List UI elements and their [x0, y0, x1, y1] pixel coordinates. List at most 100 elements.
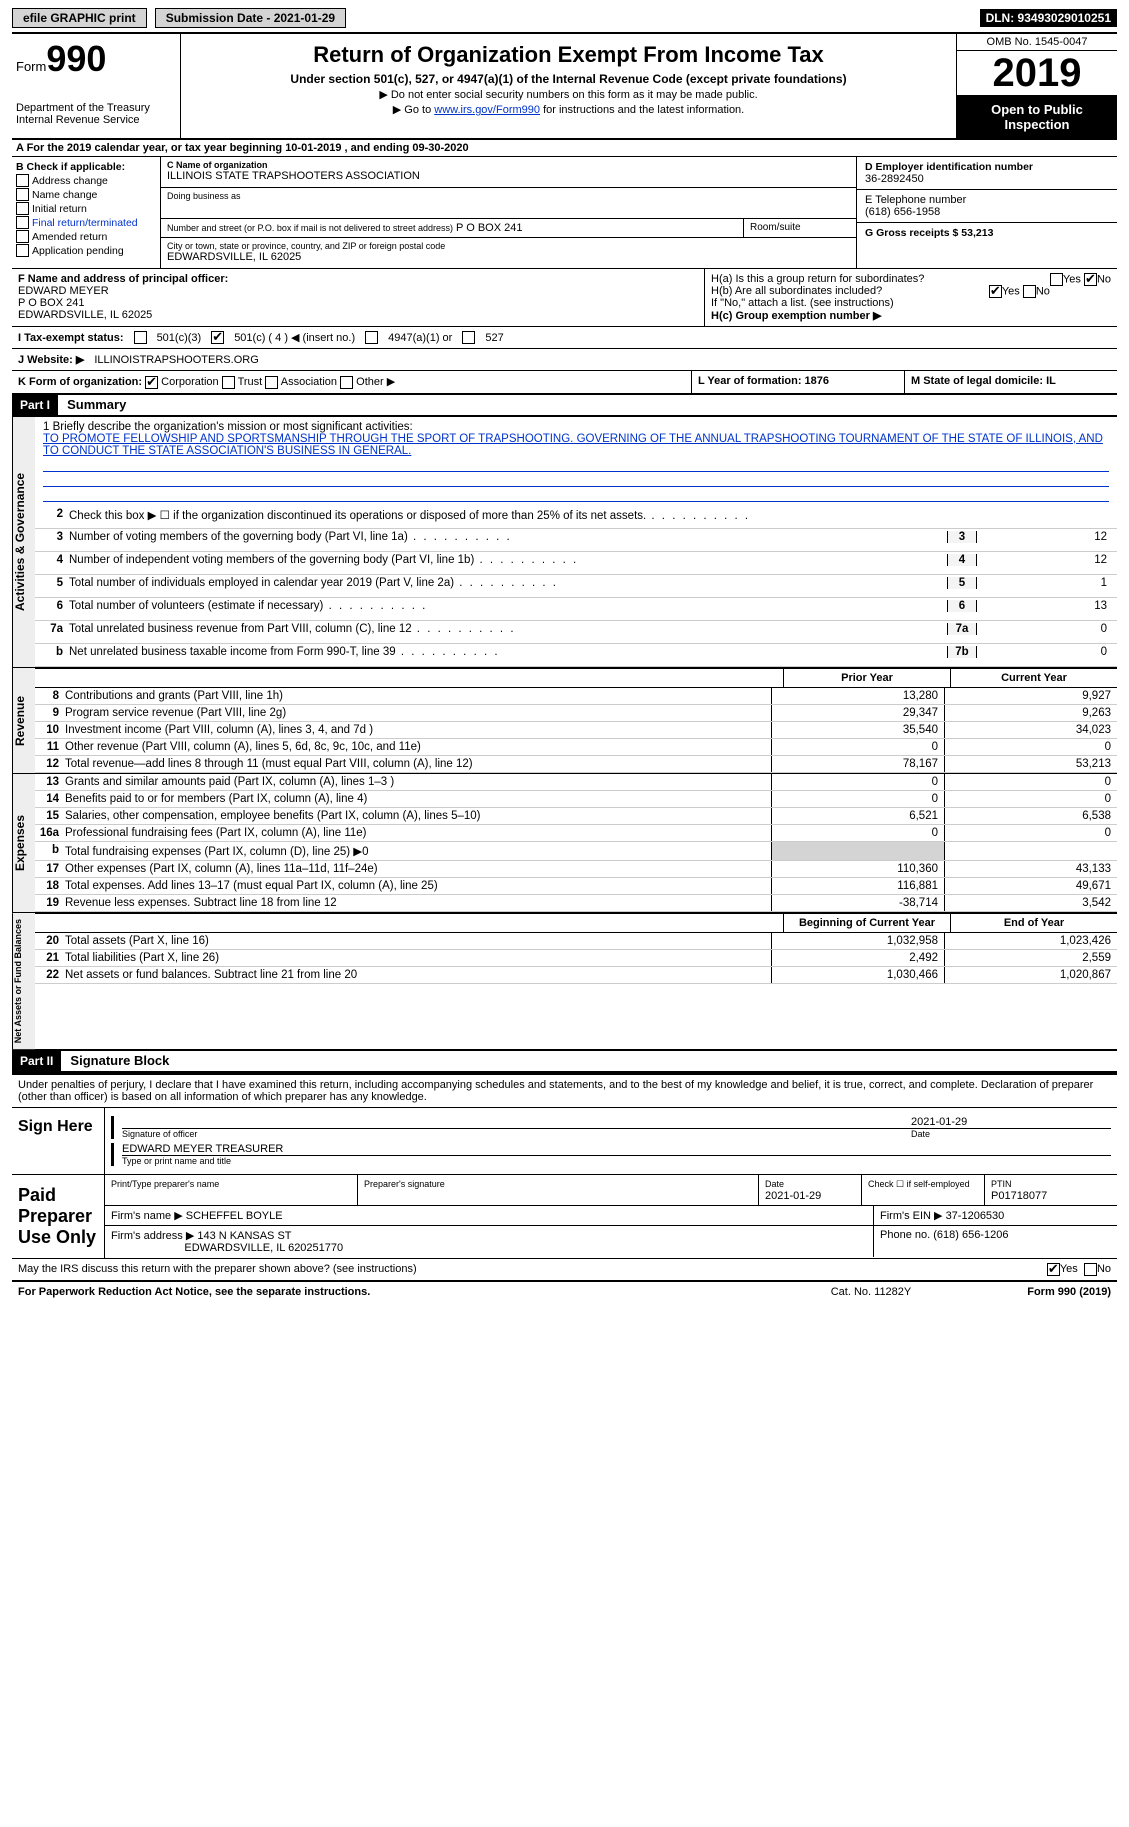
phone-label: E Telephone number: [865, 194, 966, 206]
chk-4947[interactable]: [365, 331, 378, 344]
note2-pre: ▶ Go to: [393, 104, 434, 116]
data-line: 11Other revenue (Part VIII, column (A), …: [35, 739, 1117, 756]
firm-name-label: Firm's name ▶: [111, 1210, 183, 1222]
submission-date-button[interactable]: Submission Date - 2021-01-29: [155, 8, 346, 28]
hb-note: If "No," attach a list. (see instruction…: [711, 297, 1111, 309]
revenue-header: Prior Year Current Year: [35, 668, 1117, 688]
dln-label: DLN: 93493029010251: [980, 9, 1117, 27]
gross-receipts: G Gross receipts $ 53,213: [865, 227, 993, 239]
data-line: bTotal fundraising expenses (Part IX, co…: [35, 842, 1117, 861]
data-line: 18Total expenses. Add lines 13–17 (must …: [35, 878, 1117, 895]
sig-date-label: Date: [911, 1129, 1111, 1139]
chk-k-other[interactable]: [340, 376, 353, 389]
mission-text: TO PROMOTE FELLOWSHIP AND SPORTSMANSHIP …: [43, 433, 1109, 457]
tax-exempt-status-row: I Tax-exempt status: 501(c)(3) 501(c) ( …: [12, 327, 1117, 349]
omb-number: OMB No. 1545-0047: [957, 34, 1117, 51]
beginning-year-header: Beginning of Current Year: [783, 914, 950, 932]
firm-addr: 143 N KANSAS ST: [197, 1230, 291, 1242]
page: efile GRAPHIC print Submission Date - 20…: [0, 0, 1129, 1310]
chk-address-change[interactable]: Address change: [16, 174, 156, 187]
firm-ein-label: Firm's EIN ▶: [880, 1210, 943, 1222]
signature-declaration: Under penalties of perjury, I declare th…: [12, 1075, 1117, 1107]
paid-preparer-label: Paid Preparer Use Only: [12, 1175, 105, 1258]
f-officer-block: F Name and address of principal officer:…: [12, 269, 705, 326]
h-block: H(a) Is this a group return for subordin…: [705, 269, 1117, 326]
cat-no: Cat. No. 11282Y: [791, 1286, 951, 1298]
vtab-expenses: Expenses: [12, 774, 35, 912]
gov-line: bNet unrelated business taxable income f…: [35, 644, 1117, 667]
row-a-tax-year: A For the 2019 calendar year, or tax yea…: [12, 140, 1117, 157]
status-label: I Tax-exempt status:: [18, 332, 124, 344]
chk-application-pending[interactable]: Application pending: [16, 244, 156, 257]
part-1-title: Summary: [61, 394, 132, 415]
end-year-header: End of Year: [950, 914, 1117, 932]
part-1-badge: Part I: [12, 395, 58, 415]
chk-amended-return[interactable]: Amended return: [16, 230, 156, 243]
prep-date-label: Date: [765, 1179, 784, 1189]
ha-no[interactable]: [1084, 273, 1097, 286]
vtab-netassets: Net Assets or Fund Balances: [12, 913, 35, 1049]
klm-row: K Form of organization: Corporation Trus…: [12, 371, 1117, 395]
data-line: 19Revenue less expenses. Subtract line 1…: [35, 895, 1117, 912]
chk-k-assoc[interactable]: [265, 376, 278, 389]
chk-527[interactable]: [462, 331, 475, 344]
data-line: 17Other expenses (Part IX, column (A), l…: [35, 861, 1117, 878]
data-line: 10Investment income (Part VIII, column (…: [35, 722, 1117, 739]
chk-initial-return[interactable]: Initial return: [16, 202, 156, 215]
addr-label: Number and street (or P.O. box if mail i…: [167, 223, 453, 233]
f-label: F Name and address of principal officer:: [18, 273, 228, 285]
data-line: 12Total revenue—add lines 8 through 11 (…: [35, 756, 1117, 773]
website-value: ILLINOISTRAPSHOOTERS.ORG: [94, 354, 258, 366]
part-2-badge: Part II: [12, 1051, 61, 1071]
sign-date: 2021-01-29: [911, 1116, 1111, 1128]
expenses-section: Expenses 13Grants and similar amounts pa…: [12, 774, 1117, 913]
irs-discuss-yes[interactable]: [1047, 1263, 1060, 1276]
prior-year-header: Prior Year: [783, 669, 950, 687]
chk-501c[interactable]: [211, 331, 224, 344]
chk-k-trust[interactable]: [222, 376, 235, 389]
website-label: J Website: ▶: [18, 353, 84, 366]
firm-name: SCHEFFEL BOYLE: [186, 1210, 283, 1222]
mission-question: 1 Briefly describe the organization's mi…: [43, 421, 1109, 433]
form-title-block: Return of Organization Exempt From Incom…: [181, 34, 956, 138]
hb-yes[interactable]: [989, 285, 1002, 298]
mission-rule-2: [43, 472, 1109, 487]
paperwork-notice: For Paperwork Reduction Act Notice, see …: [18, 1286, 791, 1298]
irs-link[interactable]: www.irs.gov/Form990: [434, 104, 540, 116]
col-d-ein-phone: D Employer identification number 36-2892…: [856, 157, 1117, 268]
name-title-label: Type or print name and title: [122, 1156, 911, 1166]
chk-501c3[interactable]: [134, 331, 147, 344]
ptin-label: PTIN: [991, 1179, 1012, 1189]
org-name: ILLINOIS STATE TRAPSHOOTERS ASSOCIATION: [167, 170, 420, 182]
prep-selfemp-label: Check ☐ if self-employed: [868, 1179, 970, 1189]
prep-sig-label: Preparer's signature: [364, 1179, 445, 1189]
data-line: 8Contributions and grants (Part VIII, li…: [35, 688, 1117, 705]
chk-name-change[interactable]: Name change: [16, 188, 156, 201]
gov-line: 2Check this box ▶ ☐ if the organization …: [35, 506, 1117, 529]
chk-k-corp[interactable]: [145, 376, 158, 389]
ha-yes[interactable]: [1050, 273, 1063, 286]
col-b-header: B Check if applicable:: [16, 161, 125, 173]
irs-discuss-no[interactable]: [1084, 1263, 1097, 1276]
data-line: 14Benefits paid to or for members (Part …: [35, 791, 1117, 808]
data-line: 16aProfessional fundraising fees (Part I…: [35, 825, 1117, 842]
k-form-of-org: K Form of organization: Corporation Trus…: [12, 371, 692, 393]
fh-row: F Name and address of principal officer:…: [12, 269, 1117, 327]
chk-final-return[interactable]: Final return/terminated: [16, 216, 156, 229]
netassets-header: Beginning of Current Year End of Year: [35, 913, 1117, 933]
col-b-checkboxes: B Check if applicable: Address change Na…: [12, 157, 161, 268]
signature-block: Under penalties of perjury, I declare th…: [12, 1073, 1117, 1280]
hc-label: H(c) Group exemption number ▶: [711, 310, 881, 322]
part-1-header: Part I Summary: [12, 395, 1117, 417]
gov-line: 3Number of voting members of the governi…: [35, 529, 1117, 552]
phone-value: (618) 656-1958: [865, 206, 940, 218]
data-line: 13Grants and similar amounts paid (Part …: [35, 774, 1117, 791]
part-2-header: Part II Signature Block: [12, 1051, 1117, 1073]
irs-discuss-row: May the IRS discuss this return with the…: [12, 1258, 1117, 1280]
gov-line: 7aTotal unrelated business revenue from …: [35, 621, 1117, 644]
ein-label: D Employer identification number: [865, 161, 1033, 173]
prep-date: 2021-01-29: [765, 1190, 821, 1202]
governance-section: Activities & Governance 1 Briefly descri…: [12, 417, 1117, 668]
efile-print-button[interactable]: efile GRAPHIC print: [12, 8, 147, 28]
hb-no[interactable]: [1023, 285, 1036, 298]
